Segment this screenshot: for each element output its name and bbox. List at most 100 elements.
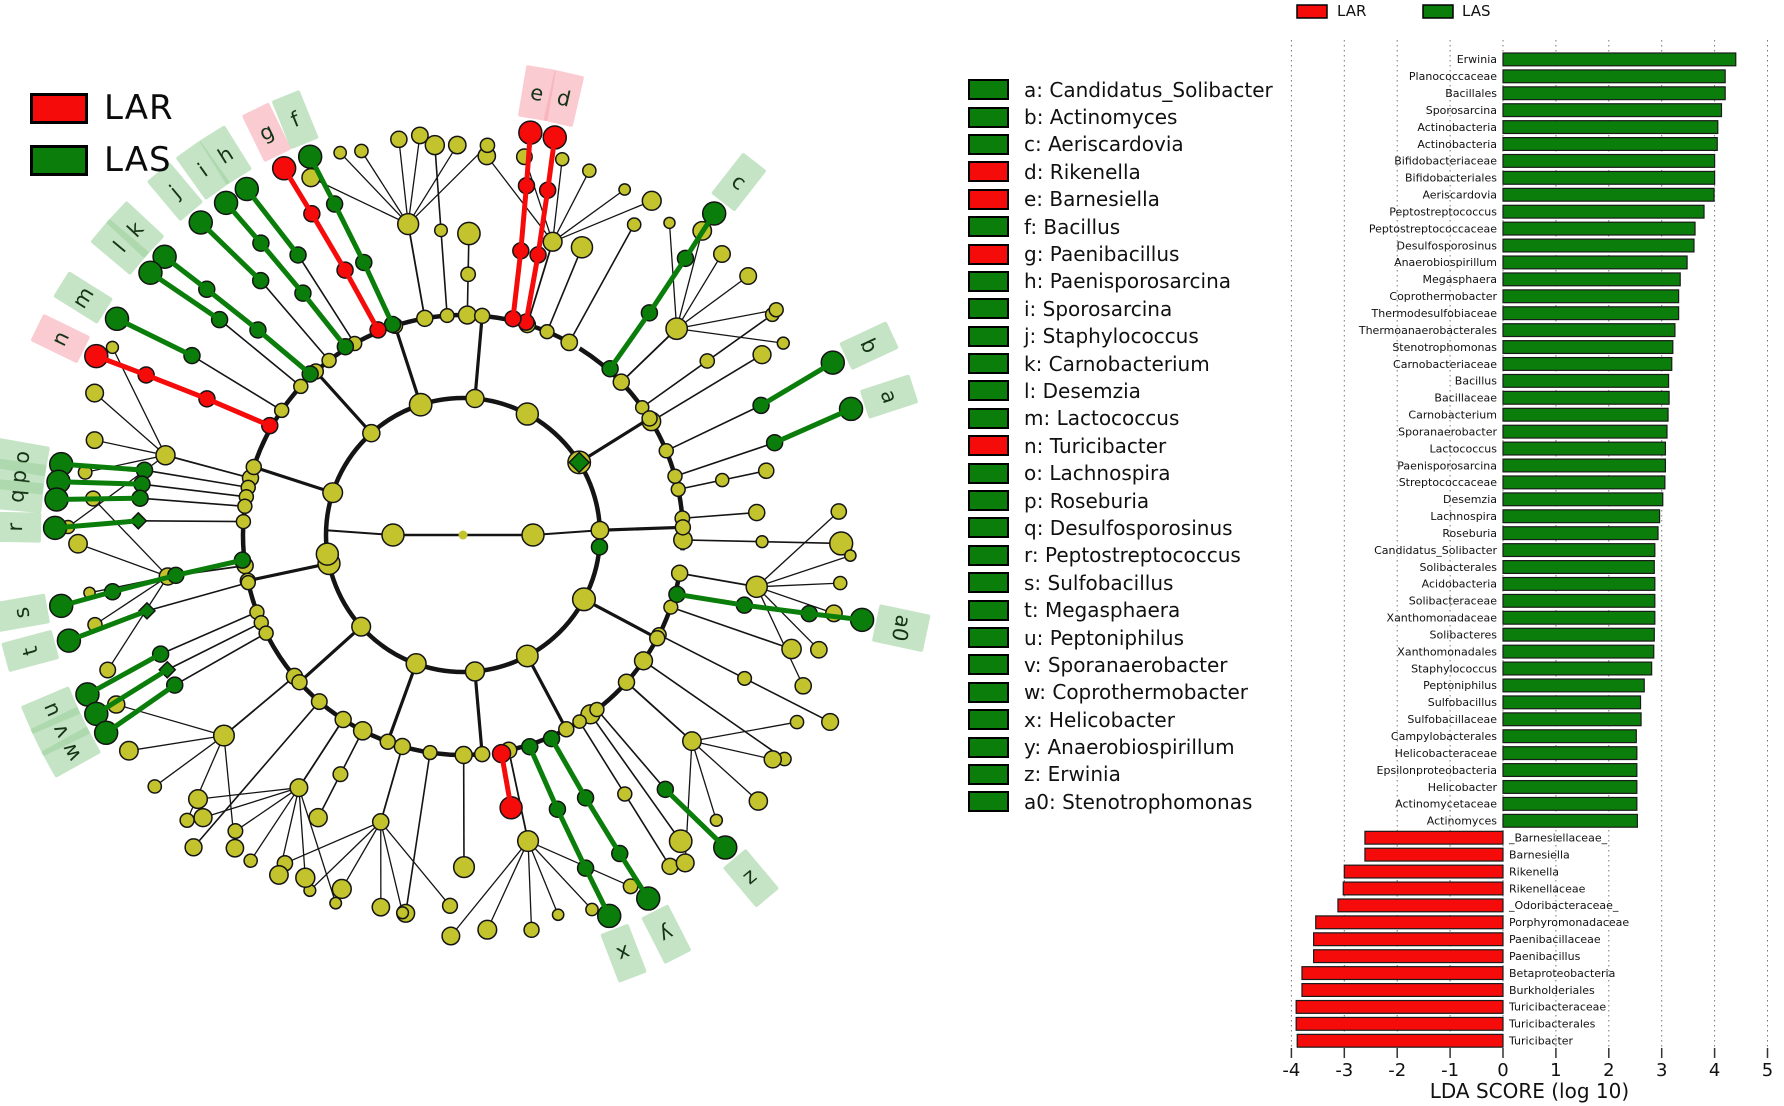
cladogram-edge [219, 319, 302, 387]
lda-legend-label-lar: LAR [1337, 2, 1366, 20]
lda-bar-label: Peptostreptococcaceae [1369, 222, 1497, 235]
cladogram-edge [282, 166, 314, 216]
cladogram-edge [583, 867, 612, 918]
cladogram-node [460, 266, 477, 283]
taxon-label-d: d [543, 70, 584, 127]
cladogram-edge [191, 354, 283, 412]
lda-bar-label: Rikenella [1509, 865, 1559, 878]
cladogram-node [354, 143, 369, 159]
cladogram-edge [250, 787, 300, 862]
cladogram-node [699, 353, 716, 369]
lda-bar [1502, 289, 1680, 304]
cladogram-edge [224, 201, 263, 245]
taxa-key-label: z: Erwinia [1024, 762, 1121, 787]
taxon-label-box [176, 141, 230, 200]
cladogram-node [258, 625, 274, 641]
lda-bar-label: Staphylococcus [1411, 662, 1497, 675]
cladogram-node [748, 791, 769, 811]
lda-bar-label: Paenisporosarcina [1397, 459, 1497, 472]
taxa-key-label: u: Peptoniphilus [1024, 625, 1185, 650]
cladogram-node [295, 867, 316, 889]
cladogram-edge [578, 417, 651, 464]
lar-swatch [30, 92, 88, 124]
cladogram-node [648, 630, 666, 647]
cladogram-node [331, 878, 352, 900]
lda-bar-label: Peptostreptococcus [1389, 205, 1497, 218]
cladogram-node [322, 482, 344, 504]
lda-bar [1502, 340, 1674, 355]
cladogram-edge [94, 575, 169, 626]
taxa-key-label: h: Paenisporosarcina [1024, 269, 1232, 294]
cladogram-edge [380, 821, 404, 913]
lda-bar [1502, 69, 1726, 84]
taxon-label-box [600, 924, 647, 983]
cladogram-node [227, 823, 244, 840]
cladogram-edge [665, 404, 762, 452]
taxon-label-v: v [31, 707, 90, 756]
cladogram-edge [138, 520, 244, 523]
cladogram-edge [608, 311, 652, 371]
cladogram-edge [160, 611, 258, 655]
taxa-key-item-s: s: Sulfobacillus [968, 569, 1273, 596]
cladogram-edge [94, 392, 166, 456]
cladogram-edge [300, 291, 348, 349]
cladogram-edge [56, 495, 141, 502]
cladogram-node [747, 503, 766, 522]
cladogram-edge [199, 220, 263, 283]
cladogram-edge [314, 370, 373, 435]
cladogram-node [245, 458, 263, 476]
lda-bar-label: Actinobacteria [1417, 121, 1497, 134]
lda-bar-label: Aeriscardovia [1422, 189, 1497, 202]
taxon-label-box [1, 630, 59, 672]
cladogram-edge [676, 309, 777, 330]
lda-bar-label: _Odoribacteraceae_ [1508, 899, 1619, 912]
lda-bar-label: Actinobacteria [1417, 138, 1497, 151]
cladogram-node [308, 807, 328, 828]
lda-bar-label: Lachnospira [1430, 510, 1497, 523]
cladogram-edge [284, 821, 381, 864]
cladogram-node [408, 392, 433, 417]
cladogram-node [351, 616, 372, 637]
taxon-label-box [272, 90, 319, 149]
lda-bar [1337, 898, 1504, 913]
cladogram-edge [647, 256, 688, 315]
lda-bar-label: Betaproteobacteria [1509, 967, 1615, 980]
cladogram-edge [298, 787, 337, 904]
cladogram-edge [473, 671, 484, 755]
lda-bar [1342, 881, 1504, 896]
taxon-label-letter: r [3, 522, 27, 531]
cladogram-edge [676, 230, 703, 329]
cladogram-node [781, 638, 802, 660]
taxa-key-label: l: Desemzia [1024, 378, 1141, 403]
lda-bar [1502, 120, 1719, 135]
cladogram-edge [94, 439, 166, 456]
lda-bar-label: Xanthomonadaceae [1387, 612, 1498, 625]
taxon-label-box [0, 593, 50, 632]
taxon-label-box [0, 511, 42, 543]
lda-legend-swatch-las [1422, 4, 1454, 19]
taxa-key-item-g: g: Paenibacillus [968, 240, 1273, 267]
cladogram-node [658, 443, 675, 459]
cladogram-edge [552, 188, 626, 243]
axis-tick-label: -1 [1441, 1060, 1459, 1081]
taxa-key-item-u: u: Peptoniphilus [968, 624, 1273, 651]
taxa-key-label: e: Barnesiella [1024, 187, 1160, 212]
cladogram-node [668, 829, 693, 854]
taxa-key-swatch [968, 161, 1009, 183]
axis-tick-label: 2 [1603, 1060, 1614, 1081]
cladogram-node [381, 523, 405, 547]
legend-row-lar: LAR [30, 88, 174, 128]
taxon-label-box [199, 125, 252, 185]
taxon-label-w: w [41, 727, 101, 778]
lda-bar [1502, 712, 1642, 727]
cladogram-edge [583, 796, 622, 855]
cladogram-node [390, 130, 408, 149]
cladogram-node [362, 423, 381, 443]
cladogram-edge [663, 787, 727, 850]
cladogram-node [329, 896, 343, 910]
lda-bar [1502, 492, 1664, 507]
cladogram-node [618, 183, 632, 196]
taxa-key-label: d: Rikenella [1024, 159, 1141, 184]
cladogram-node [633, 651, 654, 671]
